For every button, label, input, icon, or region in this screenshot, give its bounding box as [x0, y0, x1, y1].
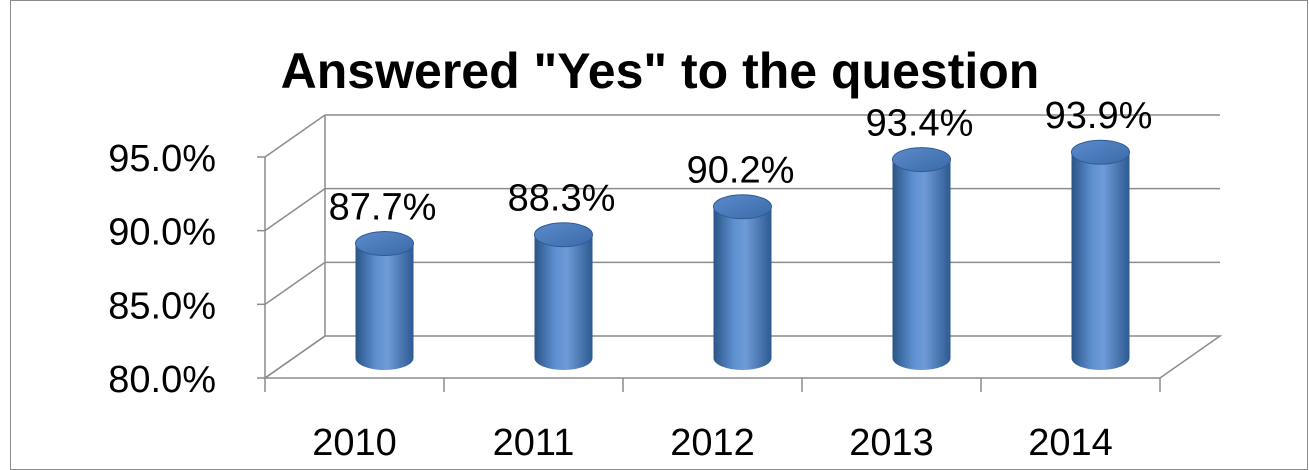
- bar-body: [713, 206, 772, 370]
- bar-top: [892, 147, 951, 173]
- bar: [355, 231, 414, 370]
- x-axis: 2010 2011 2012 2013 2014: [264, 378, 1161, 464]
- x-tick-label: 2011: [493, 422, 575, 464]
- data-label-layer: 87.7% 88.3% 90.2% 93.4% 93.9%: [329, 95, 1153, 228]
- bar-layer: [355, 139, 1130, 370]
- y-tick-label: 85.0%: [108, 285, 216, 327]
- data-label: 93.4%: [866, 103, 974, 145]
- bar-top: [713, 194, 772, 220]
- y-tick-label: 95.0%: [108, 138, 216, 180]
- x-tick-label: 2014: [1028, 422, 1113, 464]
- y-tick-label: 90.0%: [108, 212, 216, 254]
- bar-top: [534, 222, 593, 248]
- x-tick-label: 2012: [670, 422, 755, 464]
- bar: [1071, 139, 1130, 370]
- data-label: 87.7%: [329, 187, 437, 229]
- gridline-side: [264, 261, 326, 305]
- bar-top: [1071, 139, 1130, 165]
- bar: [892, 147, 951, 370]
- bar-body: [892, 159, 951, 370]
- x-tick-label: 2013: [849, 422, 934, 464]
- bar-body: [1071, 152, 1130, 370]
- bar-body: [534, 234, 593, 370]
- y-axis: 80.0% 85.0% 90.0% 95.0%: [108, 138, 216, 401]
- chart-title: Answered "Yes" to the question: [281, 43, 1040, 99]
- bar: [534, 222, 593, 370]
- data-label: 88.3%: [508, 178, 616, 220]
- x-tick-label: 2010: [312, 422, 397, 464]
- bar-body: [355, 243, 414, 370]
- y-tick-label: 80.0%: [108, 359, 216, 401]
- bar: [713, 194, 772, 370]
- bar-top: [355, 231, 414, 257]
- gridline-side: [264, 188, 326, 232]
- data-label: 93.9%: [1045, 95, 1153, 137]
- data-label: 90.2%: [687, 150, 795, 192]
- gridline-side: [264, 114, 326, 158]
- grid-layer: [257, 114, 1223, 379]
- chart-floor: [262, 335, 1223, 379]
